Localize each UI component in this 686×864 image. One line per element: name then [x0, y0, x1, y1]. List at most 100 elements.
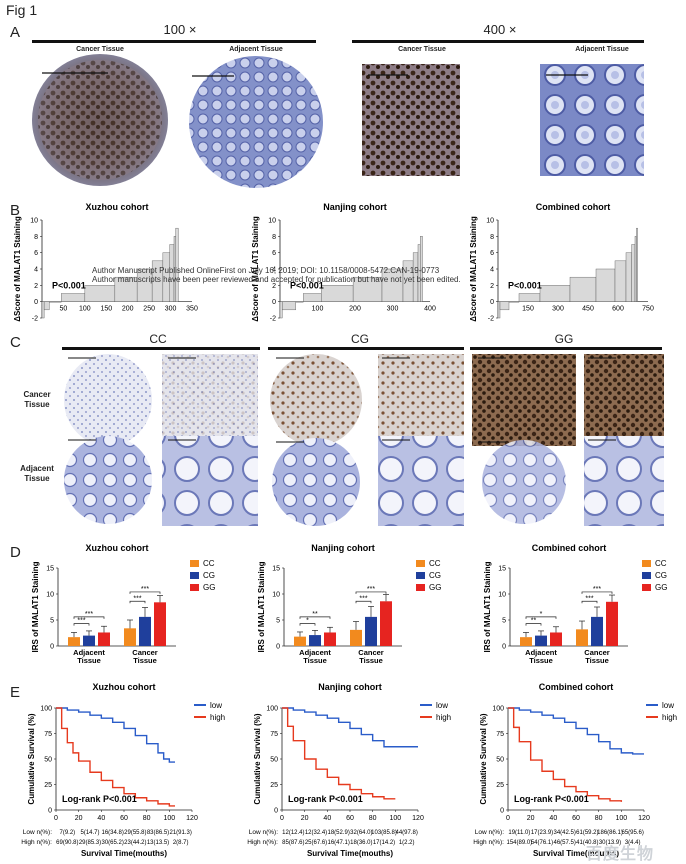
bar-cg: [309, 635, 321, 646]
y-tick-label: 8: [34, 234, 38, 241]
chart-title: Combined cohort: [532, 543, 607, 553]
risk-cell-high: 23(44.2): [124, 840, 146, 846]
tissue-label-adjacent-100x: Adjacent Tissue: [229, 46, 283, 53]
risk-cell-high: 17(14.2): [373, 840, 395, 846]
delta-score-bar: [539, 285, 571, 302]
y-tick-label: 0: [34, 299, 38, 306]
survival-curve-high: [508, 707, 623, 802]
cg-cancer-zoom: [378, 354, 464, 446]
x-tick-label: 60: [346, 815, 354, 822]
irs-bar-chart: Nanjing cohort IRS of MALAT1 Staining 0 5 10…: [257, 543, 441, 665]
risk-cell-low: 83(86.5): [147, 830, 169, 836]
y-tick-label: 25: [44, 782, 52, 789]
km-survival-chart: Nanjing cohort Cumulative Survival (%) 0 25…: [247, 682, 451, 858]
significance-label: *: [540, 611, 543, 618]
significance-bracket: [581, 600, 598, 604]
panel-d-charts: Xuzhou cohort IRS of MALAT1 Staining 0 5 10 1…: [31, 543, 667, 665]
y-tick-label: 10: [30, 218, 38, 225]
survival-curve-high: [282, 707, 396, 800]
risk-cell-high: 18(36.0): [350, 840, 372, 846]
legend-swatch-gg: [416, 584, 425, 591]
legend-label: GG: [203, 583, 215, 592]
bar-cg: [591, 616, 603, 646]
legend-label: CC: [203, 559, 215, 568]
genotype-cg: CG: [351, 332, 369, 346]
y-axis-label: ΔScore of MALAT1 Staining: [251, 216, 260, 322]
y-tick-label: -2: [488, 316, 494, 323]
x-tick-label: 60: [120, 815, 128, 822]
y-tick-label: 100: [492, 706, 504, 713]
delta-score-bar: [508, 301, 520, 303]
delta-score-bar: [295, 301, 304, 303]
y-tick-label: 2: [34, 283, 38, 290]
chart-title: Combined cohort: [536, 202, 611, 212]
y-tick-label: 75: [44, 731, 52, 738]
panel-c-micrographs: [64, 354, 664, 526]
delta-score-bar: [282, 301, 296, 311]
cc-adjacent-core: [64, 436, 152, 524]
y-tick-label: 0: [50, 644, 54, 651]
legend-label: low: [210, 701, 222, 710]
significance-label: ***: [141, 586, 149, 593]
category-label: Cancer: [358, 648, 384, 657]
category-label: Cancer: [132, 648, 158, 657]
y-axis-label: ΔScore of MALAT1 Staining: [469, 216, 478, 322]
y-tick-label: 10: [268, 218, 276, 225]
risk-cell-low: 44(97.8): [395, 830, 417, 836]
x-tick-label: 40: [549, 815, 557, 822]
y-tick-label: 2: [272, 283, 276, 290]
delta-score-bar: [321, 285, 354, 302]
panel-label-b: B: [10, 202, 21, 219]
km-survival-chart: Combined cohort Cumulative Survival (%) 0 2…: [473, 682, 677, 858]
legend-label: high: [436, 713, 451, 722]
panel-label-c: C: [10, 334, 21, 351]
chart-title: Nanjing cohort: [311, 543, 375, 553]
y-tick-label: 50: [270, 757, 278, 764]
y-tick-label: 5: [502, 618, 506, 625]
significance-label: ***: [133, 595, 141, 602]
significance-label: **: [531, 618, 537, 625]
significance-bracket: [299, 616, 331, 619]
risk-cell-low: 5(14.7): [80, 830, 99, 836]
tissue-label-cancer-400x: Cancer Tissue: [398, 46, 446, 53]
panel-b-charts: Xuzhou cohort ΔScore of MALAT1 Staining -2…: [13, 202, 654, 323]
y-tick-label: 8: [490, 234, 494, 241]
legend-swatch-cc: [642, 560, 651, 567]
delta-score-bar: [84, 285, 116, 302]
divider-cc: [62, 347, 260, 350]
category-label: Tissue: [303, 656, 327, 665]
category-label: Tissue: [133, 656, 157, 665]
risk-cell-high: 29(85.3): [79, 840, 101, 846]
survival-curve-low: [508, 707, 644, 755]
bar-cc: [350, 629, 362, 646]
significance-label: ***: [367, 586, 375, 593]
risk-cell-low: 18(52.9): [327, 830, 349, 836]
legend-swatch-cc: [416, 560, 425, 567]
y-tick-label: 0: [274, 808, 278, 815]
y-tick-label: 100: [266, 706, 278, 713]
legend-label: CG: [429, 571, 441, 580]
significance-label: ***: [85, 611, 93, 618]
x-tick-label: 20: [75, 815, 83, 822]
x-tick-label: 450: [582, 306, 594, 313]
significance-label: ***: [585, 595, 593, 602]
risk-cell-low: 17(23.9): [531, 830, 553, 836]
gg-cancer-core: [472, 354, 576, 446]
bar-gg: [154, 602, 166, 646]
risk-cell-low: 7(9.2): [59, 830, 75, 836]
significance-bracket: [129, 600, 146, 604]
delta-score-bar: [595, 268, 616, 302]
delta-score-chart: Nanjing cohort ΔScore of MALAT1 Staining -…: [251, 202, 436, 323]
legend-label: high: [210, 713, 225, 722]
y-tick-label: 4: [34, 267, 38, 274]
category-label: Adjacent: [299, 648, 331, 657]
divider-100x: [32, 40, 316, 43]
delta-score-bar: [636, 227, 638, 302]
risk-cell-high: 30(65.2): [101, 840, 123, 846]
delta-score-bar: [497, 301, 501, 319]
category-label: Cancer: [584, 648, 610, 657]
y-tick-label: 10: [272, 592, 280, 599]
x-tick-label: 40: [323, 815, 331, 822]
significance-bracket: [355, 591, 387, 594]
tma-core-adjacent-100x: [189, 56, 323, 188]
